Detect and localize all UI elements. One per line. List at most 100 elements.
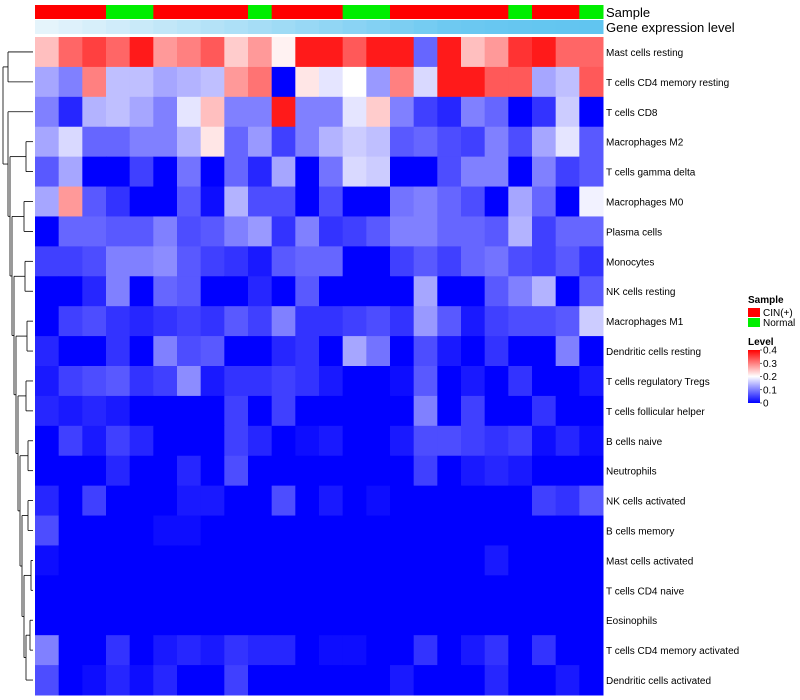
- heatmap-cell: [579, 425, 604, 457]
- heatmap-cell: [508, 276, 533, 307]
- heatmap-cell: [532, 635, 557, 666]
- heatmap-cell: [295, 156, 320, 188]
- heatmap-cell: [248, 276, 273, 307]
- row-label: Macrophages M2: [606, 138, 684, 149]
- expression-track-cell: [35, 20, 60, 34]
- heatmap-cell: [177, 605, 202, 636]
- heatmap-cell: [461, 186, 486, 217]
- heatmap-cell: [177, 455, 202, 487]
- heatmap-cell: [82, 216, 107, 247]
- heatmap-cell: [200, 366, 225, 397]
- heatmap-cell: [437, 605, 462, 636]
- heatmap-cell: [555, 336, 580, 367]
- heatmap-cell: [58, 96, 83, 128]
- heatmap-cell: [461, 276, 486, 307]
- heatmap-cell: [153, 455, 178, 487]
- heatmap-cell: [366, 276, 391, 307]
- heatmap-cell: [106, 575, 131, 606]
- sample-track-cell: [555, 5, 580, 19]
- heatmap-cell: [484, 186, 509, 217]
- heatmap-cell: [295, 306, 320, 337]
- heatmap-cell: [413, 366, 438, 397]
- expression-track-cell: [129, 20, 154, 34]
- heatmap-cell: [129, 126, 154, 158]
- heatmap-cell: [366, 635, 391, 666]
- heatmap-cell: [366, 156, 391, 188]
- heatmap-cell: [106, 306, 131, 337]
- expression-track-cell: [271, 20, 296, 34]
- heatmap-cell: [271, 216, 296, 247]
- heatmap-cell: [200, 485, 225, 517]
- heatmap-cell: [224, 126, 249, 158]
- heatmap-cell: [177, 635, 202, 666]
- heatmap-cell: [461, 425, 486, 457]
- heatmap-cell: [461, 635, 486, 666]
- heatmap-cell: [579, 66, 604, 98]
- heatmap-cell: [342, 216, 367, 247]
- heatmap-cell: [366, 126, 391, 158]
- heatmap-cell: [295, 545, 320, 576]
- heatmap-cell: [35, 306, 60, 337]
- heatmap-cell: [129, 395, 154, 427]
- heatmap-cell: [200, 665, 225, 696]
- heatmap-cell: [555, 156, 580, 188]
- heatmap-cell: [413, 306, 438, 337]
- heatmap-cell: [390, 605, 415, 636]
- heatmap-cell: [35, 156, 60, 188]
- heatmap-cell: [342, 96, 367, 128]
- heatmap-cell: [58, 37, 83, 68]
- heatmap-cell: [579, 605, 604, 636]
- heatmap-cell: [82, 37, 107, 68]
- heatmap-cell: [82, 665, 107, 696]
- heatmap-cell: [342, 575, 367, 606]
- heatmap-cell: [319, 336, 344, 367]
- heatmap-cell: [319, 395, 344, 427]
- heatmap-cell: [508, 186, 533, 217]
- expression-track-cell: [461, 20, 486, 34]
- heatmap-cell: [319, 216, 344, 247]
- heatmap-cell: [248, 366, 273, 397]
- heatmap-cell: [200, 186, 225, 217]
- heatmap-cell: [200, 425, 225, 457]
- heatmap-cell: [342, 276, 367, 307]
- heatmap-cell: [342, 455, 367, 487]
- heatmap-cell: [295, 425, 320, 457]
- row-label: Mast cells activated: [606, 556, 693, 567]
- heatmap-cell: [129, 156, 154, 188]
- heatmap-cell: [106, 216, 131, 247]
- heatmap-cell: [129, 635, 154, 666]
- heatmap-cell: [508, 395, 533, 427]
- heatmap-cell: [200, 605, 225, 636]
- heatmap-cell: [579, 306, 604, 337]
- heatmap-cell: [484, 37, 509, 68]
- heatmap-cell: [366, 37, 391, 68]
- heatmap-cell: [177, 395, 202, 427]
- heatmap-cell: [58, 306, 83, 337]
- heatmap-cell: [177, 575, 202, 606]
- heatmap-cell: [437, 665, 462, 696]
- heatmap-cell: [106, 545, 131, 576]
- heatmap-cell: [579, 545, 604, 576]
- heatmap-cell: [153, 66, 178, 98]
- heatmap-cell: [390, 276, 415, 307]
- heatmap-cell: [200, 635, 225, 666]
- heatmap-cell: [129, 336, 154, 367]
- heatmap-cell: [579, 96, 604, 128]
- expression-track-cell: [319, 20, 344, 34]
- heatmap-cell: [508, 156, 533, 188]
- heatmap-cell: [224, 186, 249, 217]
- heatmap-cell: [295, 246, 320, 277]
- heatmap-cell: [248, 665, 273, 696]
- heatmap-cell: [461, 515, 486, 546]
- expression-track-cell: [366, 20, 391, 34]
- heatmap-cell: [461, 336, 486, 367]
- heatmap-cell: [555, 575, 580, 606]
- sample-track-cell: [579, 5, 604, 19]
- heatmap-cell: [82, 306, 107, 337]
- heatmap-cell: [413, 336, 438, 367]
- heatmap-cell: [129, 37, 154, 68]
- heatmap-cell: [579, 395, 604, 427]
- expression-track-cell: [106, 20, 131, 34]
- heatmap-cell: [224, 425, 249, 457]
- heatmap-cell: [508, 545, 533, 576]
